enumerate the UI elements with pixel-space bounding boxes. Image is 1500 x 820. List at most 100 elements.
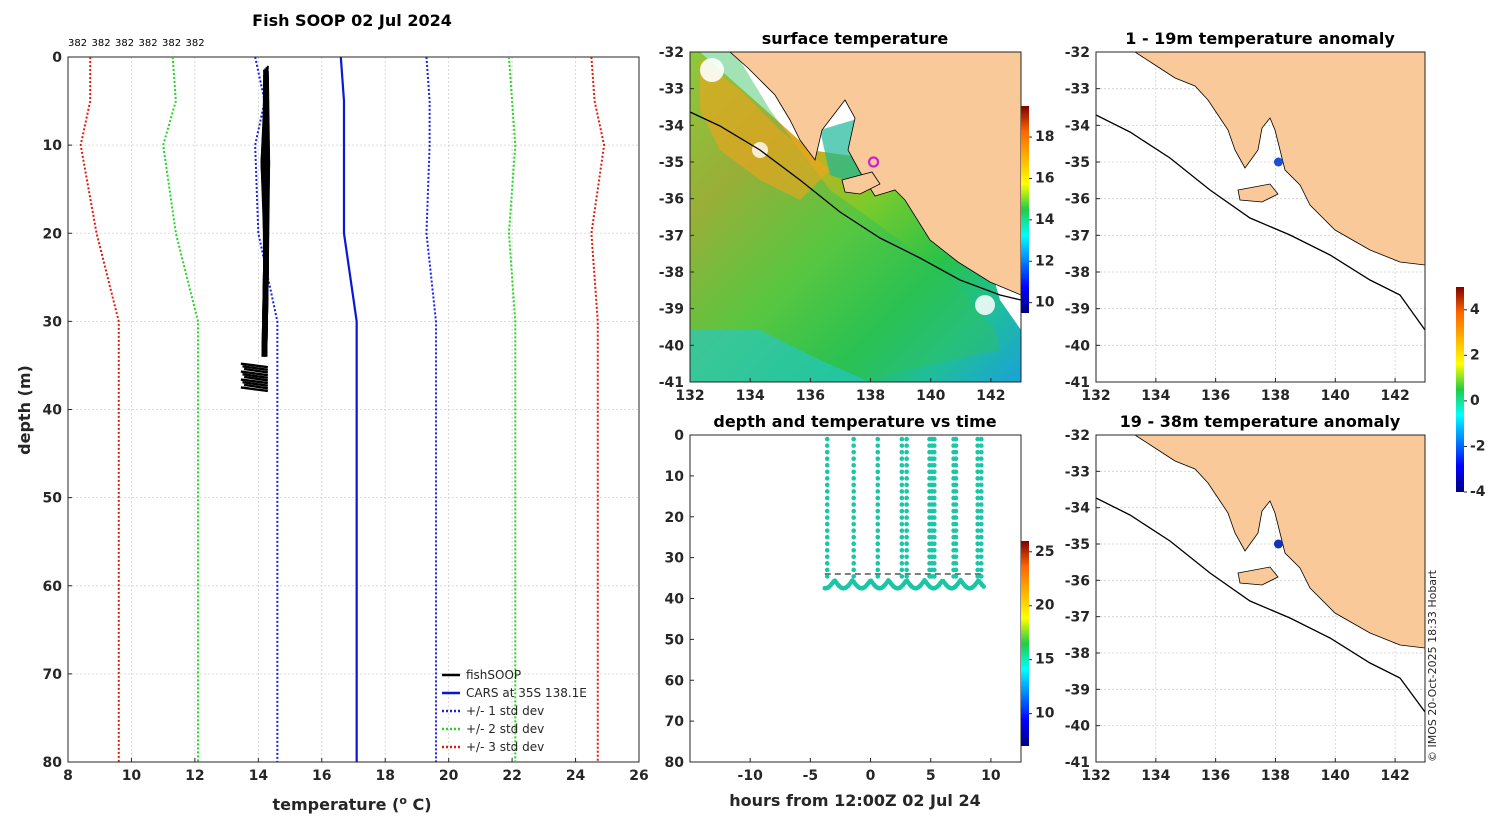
- anomaly-map-1-19m: 1 - 19m temperature anomaly 132 134 136 138…: [1065, 29, 1426, 404]
- fishsoop-bottom-stroke: [240, 386, 269, 393]
- timeseries-point: [899, 515, 905, 520]
- timeseries-point: [975, 469, 980, 475]
- fishsoop-bottom-stroke: [242, 373, 269, 379]
- timeseries-point: [975, 541, 980, 547]
- timeseries-point: [899, 443, 905, 448]
- x-tick-label: 142: [1380, 388, 1409, 404]
- sst-title: surface temperature: [762, 29, 949, 48]
- timeseries-point: [851, 436, 856, 442]
- y-tick-label: 0: [674, 428, 684, 444]
- timeseries-point: [851, 554, 856, 560]
- timeseries-point: [953, 456, 959, 462]
- timeseries-point: [978, 547, 984, 553]
- timeseries-point: [824, 502, 830, 507]
- profile-series-line: [339, 57, 358, 762]
- timeseries-point: [899, 541, 905, 547]
- timeseries-point: [904, 508, 909, 514]
- timeseries-point: [899, 534, 905, 540]
- anomaly1-land: [1134, 52, 1425, 266]
- timeseries-point: [975, 508, 980, 514]
- credit-text: © IMOS 20-Oct-2025 18:33 Hobart: [1426, 569, 1439, 762]
- timeseries-point: [978, 469, 984, 475]
- sst-location-marker: [867, 156, 880, 168]
- timeseries-point: [875, 495, 881, 501]
- timeseries-point: [899, 528, 905, 533]
- timeseries-point: [875, 443, 881, 448]
- timeseries-point: [953, 528, 959, 533]
- timeseries-point: [851, 508, 856, 514]
- y-tick-label: -38: [1065, 265, 1090, 281]
- timeseries-point: [851, 561, 856, 566]
- timeseries-point: [875, 561, 881, 566]
- anomaly1-shelf-contour: [1096, 114, 1425, 331]
- timeseries-colorbar: [1021, 541, 1029, 746]
- timeseries-point: [851, 528, 856, 533]
- timeseries-point: [875, 521, 881, 527]
- x-tick-label: 134: [1141, 768, 1170, 784]
- timeseries-point: [978, 561, 984, 566]
- profile-y-axis-label: depth (m): [15, 365, 34, 455]
- timeseries-point: [975, 534, 980, 540]
- timeseries-point: [953, 489, 959, 494]
- y-tick-label: 70: [43, 667, 63, 683]
- timeseries-point: [851, 567, 856, 573]
- timeseries-point: [953, 443, 959, 448]
- anomaly2-shelf-contour: [1096, 497, 1425, 713]
- x-tick-label: 10: [981, 768, 1001, 784]
- colorbar-tick-label: 16: [1035, 170, 1054, 186]
- timeseries-point: [978, 534, 984, 540]
- timeseries-point: [899, 574, 905, 579]
- timeseries-point: [932, 443, 937, 448]
- x-tick-label: 22: [502, 768, 521, 784]
- timeseries-point: [953, 502, 959, 507]
- timeseries-point: [978, 476, 984, 481]
- timeseries-point: [978, 443, 984, 448]
- y-tick-label: 20: [43, 226, 63, 242]
- timeseries-point: [904, 436, 909, 442]
- timeseries-point: [932, 534, 937, 540]
- timeseries-point: [932, 561, 937, 566]
- y-tick-label: -36: [1065, 573, 1090, 589]
- timeseries-point: [875, 547, 881, 553]
- timeseries-point: [875, 436, 881, 442]
- y-tick-label: -38: [659, 265, 684, 281]
- timeseries-point: [978, 456, 984, 462]
- timeseries-panel: depth and temperature vs time -10 -5 0 5 10 …: [665, 412, 1055, 810]
- fishsoop-bottom-stroke: [242, 365, 269, 372]
- timeseries-point: [953, 561, 959, 566]
- y-tick-label: -32: [1065, 428, 1090, 444]
- timeseries-point: [975, 476, 980, 481]
- timeseries-point: [975, 495, 980, 501]
- timeseries-point: [953, 567, 959, 573]
- timeseries-point: [978, 567, 984, 573]
- profile-id-label: 382: [162, 38, 181, 49]
- x-tick-label: 26: [629, 768, 648, 784]
- timeseries-point: [899, 521, 905, 527]
- profile-id-label: 382: [186, 38, 205, 49]
- y-tick-label: 30: [665, 551, 685, 567]
- timeseries-point: [978, 489, 984, 494]
- timeseries-point: [932, 554, 937, 560]
- timeseries-point: [978, 449, 984, 455]
- timeseries-point: [904, 476, 909, 481]
- profile-series-line: [162, 57, 200, 762]
- timeseries-point: [978, 462, 984, 468]
- timeseries-point: [953, 476, 959, 481]
- x-tick-label: 134: [736, 388, 765, 404]
- x-tick-label: 10: [122, 768, 142, 784]
- timeseries-point: [875, 489, 881, 494]
- timeseries-point: [953, 541, 959, 547]
- x-tick-label: 14: [249, 768, 269, 784]
- timeseries-point: [851, 495, 856, 501]
- x-tick-label: 134: [1141, 388, 1170, 404]
- timeseries-point: [824, 462, 830, 468]
- anomaly2-title: 19 - 38m temperature anomaly: [1120, 412, 1401, 431]
- timeseries-point: [932, 574, 937, 579]
- colorbar-tick-label: -2: [1470, 438, 1486, 454]
- y-tick-label: -41: [659, 375, 684, 391]
- y-tick-label: -35: [1065, 155, 1090, 171]
- y-tick-label: 10: [665, 469, 685, 485]
- sst-colorbar: [1021, 106, 1029, 313]
- timeseries-point: [875, 456, 881, 462]
- y-tick-label: 50: [43, 491, 63, 507]
